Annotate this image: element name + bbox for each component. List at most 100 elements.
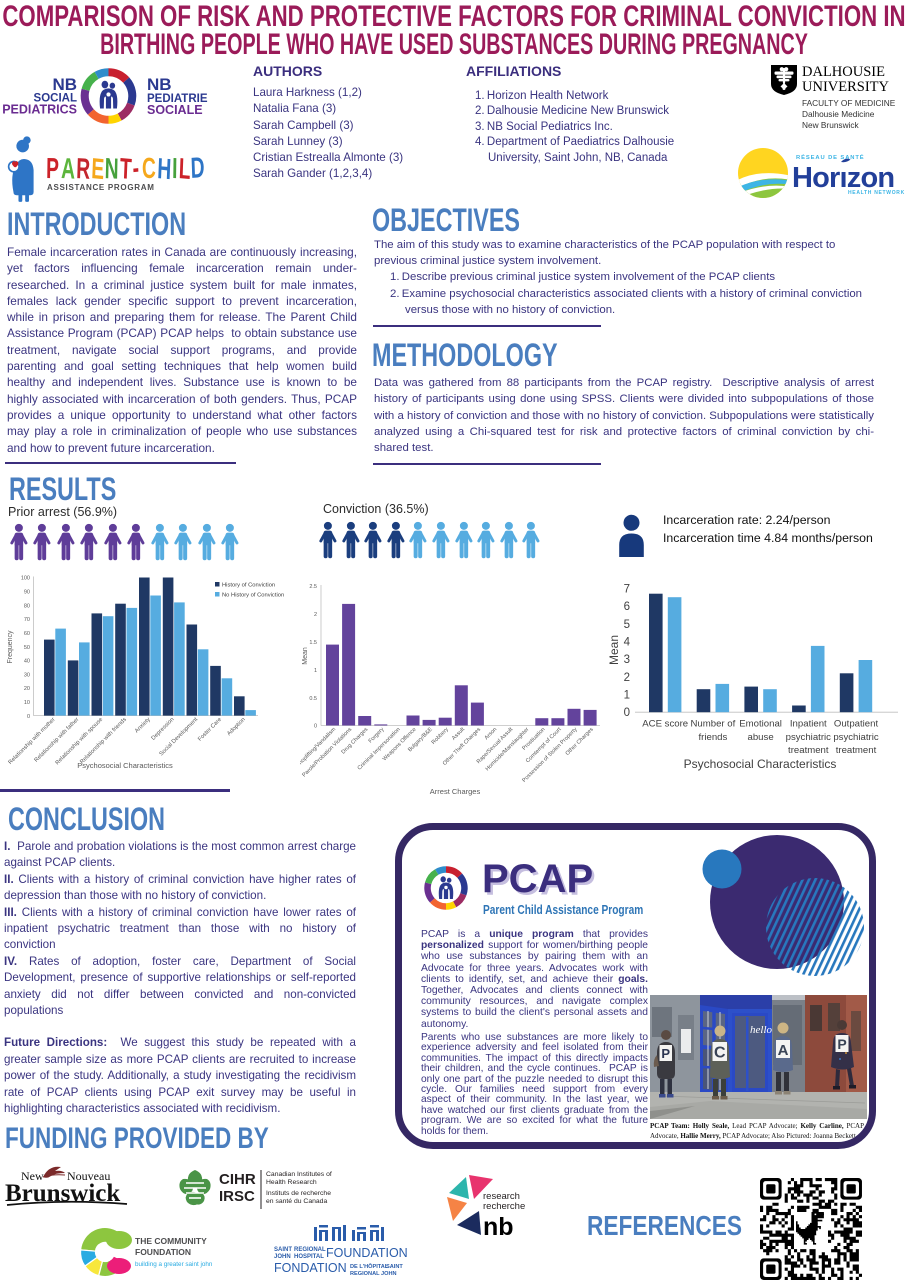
svg-text:80: 80: [24, 603, 30, 609]
svg-text:Emotional: Emotional: [739, 719, 782, 730]
svg-text:recherche: recherche: [483, 1201, 525, 1212]
svg-text:Arrest Charges: Arrest Charges: [430, 787, 481, 796]
svg-text:PEDIATRIE: PEDIATRIE: [147, 93, 208, 105]
svg-text:A: A: [61, 153, 76, 186]
svg-text:0: 0: [314, 724, 317, 730]
svg-text:en santé du Canada: en santé du Canada: [266, 1198, 327, 1205]
svg-text:friends: friends: [699, 732, 728, 743]
svg-text:P: P: [837, 1036, 846, 1052]
svg-text:REGIONAL JOHN: REGIONAL JOHN: [350, 1271, 397, 1277]
svg-text:JOHN: JOHN: [274, 1254, 291, 1260]
svg-text:C: C: [142, 153, 156, 185]
svg-text:treatment: treatment: [788, 745, 829, 756]
svg-text:psychiatric: psychiatric: [786, 732, 832, 743]
svg-text:History of Conviction: History of Conviction: [222, 583, 275, 589]
svg-text:SAINT: SAINT: [274, 1247, 292, 1253]
svg-text:Foster Care: Foster Care: [197, 717, 223, 743]
svg-text:SOCIAL: SOCIAL: [34, 93, 77, 105]
svg-text:1: 1: [314, 668, 317, 674]
svg-text:0: 0: [624, 707, 630, 719]
svg-text:Mean: Mean: [302, 647, 309, 665]
svg-text:FONDATION: FONDATION: [274, 1261, 347, 1275]
svg-text:7: 7: [624, 583, 630, 595]
svg-text:20: 20: [24, 686, 30, 692]
svg-text:1.5: 1.5: [309, 640, 317, 646]
svg-text:Relationship with friends: Relationship with friends: [79, 717, 128, 766]
svg-text:10: 10: [24, 700, 30, 706]
svg-text:psychiatric: psychiatric: [833, 732, 879, 743]
svg-text:N: N: [104, 153, 119, 186]
svg-text:Depression: Depression: [151, 717, 176, 742]
svg-text:Adoption: Adoption: [226, 717, 246, 737]
svg-text:hello: hello: [750, 1024, 772, 1036]
svg-text:FOUNDATION: FOUNDATION: [135, 1247, 191, 1257]
svg-text:No History of Conviction: No History of Conviction: [222, 593, 284, 599]
svg-text:THE COMMUNITY: THE COMMUNITY: [135, 1236, 207, 1246]
svg-text:HOSPITAL: HOSPITAL: [294, 1254, 324, 1260]
svg-text:Robbery: Robbery: [431, 727, 450, 746]
svg-text:30: 30: [24, 672, 30, 678]
svg-text:DALHOUSIE: DALHOUSIE: [802, 64, 885, 80]
svg-text:UNIVERSITY: UNIVERSITY: [802, 79, 890, 95]
svg-text:90: 90: [24, 590, 30, 596]
svg-text:100: 100: [21, 576, 30, 582]
svg-text:2.5: 2.5: [309, 584, 317, 590]
svg-text:New Brunswick: New Brunswick: [802, 120, 860, 130]
svg-text:building a greater saint john: building a greater saint john: [135, 1261, 213, 1268]
svg-text:0: 0: [27, 714, 30, 720]
svg-text:Health Research: Health Research: [266, 1179, 317, 1186]
svg-text:HEALTH NETWORK: HEALTH NETWORK: [848, 190, 905, 196]
svg-text:NB: NB: [52, 75, 77, 94]
svg-text:40: 40: [24, 659, 30, 665]
svg-text:Horızon: Horızon: [792, 162, 894, 194]
svg-text:R: R: [76, 153, 91, 186]
svg-text:IRSC: IRSC: [219, 1188, 255, 1205]
svg-text:2: 2: [624, 672, 630, 684]
svg-text:Dalhousie Medicine: Dalhousie Medicine: [802, 109, 875, 119]
svg-text:4: 4: [624, 637, 631, 649]
svg-text:REGIONAL: REGIONAL: [294, 1247, 326, 1253]
svg-text:P: P: [661, 1046, 670, 1061]
svg-text:E: E: [91, 153, 105, 186]
svg-text:-: -: [132, 153, 140, 185]
svg-text:Nouveau: Nouveau: [67, 1169, 110, 1183]
svg-text:research: research: [483, 1191, 520, 1202]
svg-text:abuse: abuse: [748, 732, 774, 743]
svg-text:treatment: treatment: [836, 745, 877, 756]
svg-text:50: 50: [24, 645, 30, 651]
svg-text:Anxiety: Anxiety: [134, 717, 152, 735]
svg-text:Number of: Number of: [691, 719, 736, 730]
svg-text:D: D: [190, 152, 205, 185]
svg-text:CIHR: CIHR: [219, 1171, 256, 1188]
svg-text:Mean: Mean: [608, 635, 621, 665]
svg-text:I: I: [172, 153, 178, 185]
svg-text:60: 60: [24, 631, 30, 637]
svg-text:nb: nb: [483, 1213, 514, 1241]
svg-text:L: L: [178, 153, 191, 186]
svg-text:New: New: [21, 1169, 44, 1183]
svg-text:SAINT: SAINT: [386, 1264, 403, 1270]
svg-text:A: A: [778, 1042, 789, 1059]
svg-text:DE L'HÔPITAL: DE L'HÔPITAL: [350, 1262, 389, 1270]
svg-text:H: H: [157, 153, 172, 186]
svg-text:P: P: [46, 153, 59, 185]
svg-text:RÉSEAU DE SANTÉ: RÉSEAU DE SANTÉ: [796, 153, 865, 161]
svg-text:6: 6: [624, 601, 630, 613]
svg-text:C: C: [714, 1045, 726, 1062]
svg-text:Outpatient: Outpatient: [834, 719, 879, 730]
svg-text:Relationship with mother: Relationship with mother: [8, 717, 57, 766]
svg-text:Instituts de recherche: Instituts de recherche: [266, 1190, 331, 1197]
svg-text:ASSISTANCE PROGRAM: ASSISTANCE PROGRAM: [47, 183, 155, 192]
svg-text:3: 3: [624, 654, 630, 666]
svg-text:Frequency: Frequency: [7, 630, 14, 664]
svg-text:Canadian Institutes of: Canadian Institutes of: [266, 1171, 332, 1178]
svg-text:SOCIALE: SOCIALE: [147, 103, 203, 117]
svg-text:Arson: Arson: [484, 727, 499, 742]
svg-text:FOUNDATION: FOUNDATION: [326, 1246, 408, 1260]
svg-text:ACE score: ACE score: [642, 719, 688, 730]
svg-text:Psychosocial Characteristics: Psychosocial Characteristics: [684, 757, 837, 771]
svg-text:2: 2: [314, 612, 317, 618]
svg-text:1: 1: [624, 690, 630, 702]
svg-text:PEDIATRICS: PEDIATRICS: [2, 103, 77, 117]
svg-text:Psychosocial Characteristics: Psychosocial Characteristics: [77, 761, 173, 770]
